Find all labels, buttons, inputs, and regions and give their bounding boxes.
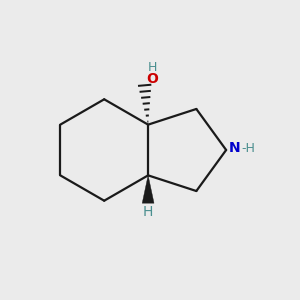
Text: O: O: [147, 72, 158, 86]
Text: N: N: [229, 141, 240, 155]
Text: -H: -H: [242, 142, 256, 155]
Polygon shape: [142, 176, 154, 203]
Text: H: H: [143, 205, 153, 219]
Text: H: H: [148, 61, 157, 74]
